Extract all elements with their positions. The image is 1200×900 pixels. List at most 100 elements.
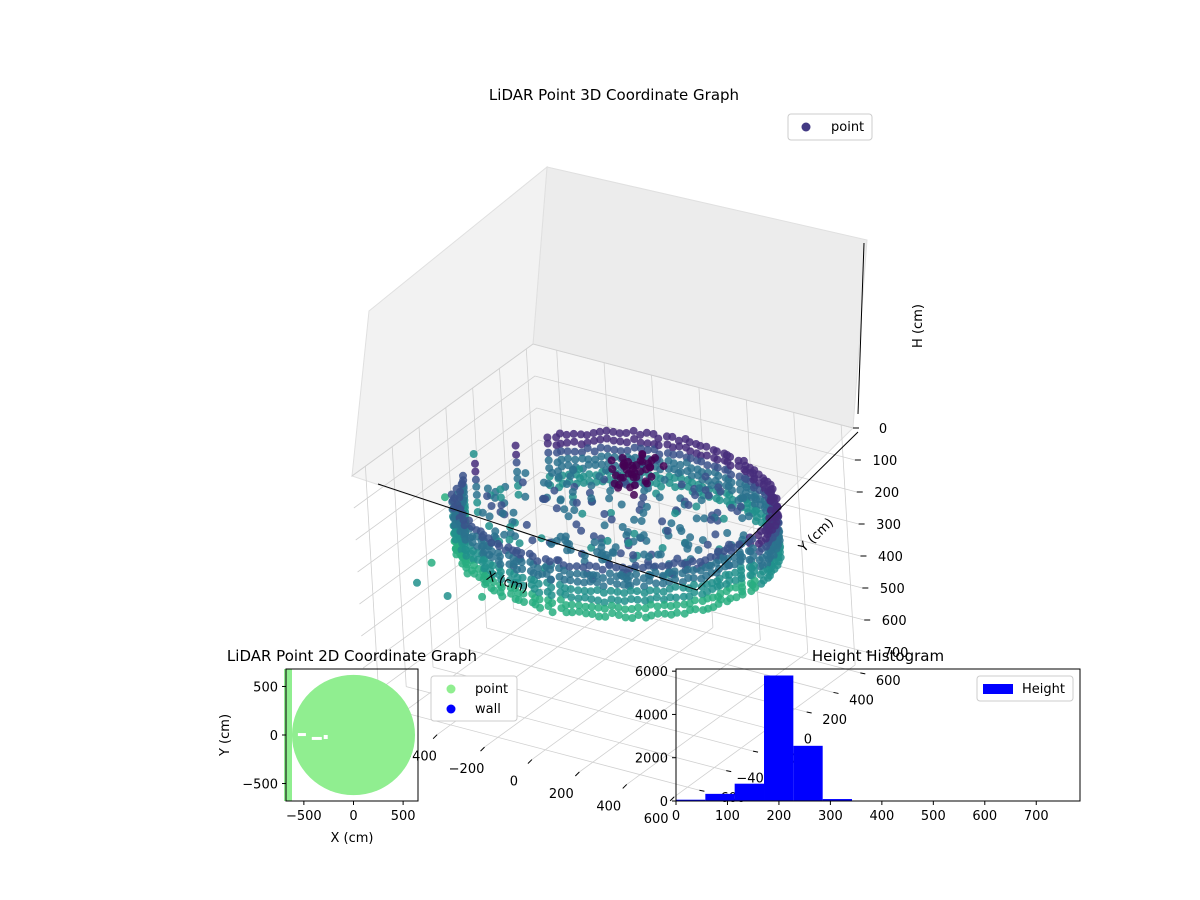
point-3d [521, 492, 530, 501]
point-3d [521, 469, 530, 478]
point-3d [535, 588, 544, 597]
point-3d [580, 578, 589, 587]
point-3d [548, 599, 557, 607]
point-3d [609, 548, 618, 557]
point-3d [653, 602, 662, 611]
point-3d [659, 462, 668, 471]
point-3d [587, 602, 596, 611]
point-3d [722, 587, 731, 596]
point-3d [731, 583, 740, 592]
point-3d [461, 535, 470, 544]
legend-hist-swatch [983, 684, 1013, 694]
point-3d [514, 490, 523, 499]
point-3d [640, 582, 649, 591]
point-3d [489, 577, 498, 586]
x-tick-3d [622, 784, 628, 789]
point-3d [590, 538, 599, 547]
point-3d [697, 496, 706, 505]
point-3d [658, 544, 667, 552]
point-3d [572, 498, 581, 507]
point-3d [642, 502, 651, 511]
point-3d [586, 577, 595, 586]
point-3d [556, 496, 565, 505]
point-3d [479, 549, 488, 558]
grid-line-x-back [793, 412, 809, 653]
point-3d [615, 480, 623, 489]
grid-line-y-floor [486, 627, 807, 713]
point-3d [644, 552, 653, 561]
point-3d [639, 563, 647, 572]
point-3d [497, 583, 506, 592]
point-3d [613, 580, 622, 589]
point-3d [574, 586, 583, 595]
point-3d [668, 443, 677, 452]
point-3d [675, 442, 684, 451]
point-3d [518, 565, 527, 573]
point-3d [667, 610, 676, 619]
point-3d [566, 472, 575, 481]
point-3d [721, 571, 730, 579]
point-3d [460, 521, 469, 530]
point-3d [512, 458, 521, 467]
point-3d [497, 501, 506, 510]
point-3d [672, 593, 681, 602]
point-3d [756, 570, 765, 579]
point-3d [676, 524, 684, 532]
point-3d [606, 586, 615, 595]
point-3d [478, 542, 487, 551]
point-3d [683, 544, 692, 553]
point-3d [607, 456, 616, 465]
point-3d [506, 523, 515, 532]
point-3d [461, 529, 470, 538]
point-3d [462, 560, 471, 569]
z-tick-label-3d: 0 [879, 422, 887, 437]
point-3d [680, 609, 689, 618]
point-3d [622, 438, 631, 447]
z-tick-label-3d: 700 [884, 646, 909, 661]
point-3d [671, 509, 680, 518]
point-3d [713, 455, 722, 464]
chart3d-title: LiDAR Point 3D Coordinate Graph [489, 86, 739, 104]
grid-line-x-back [840, 424, 856, 665]
x-tick-label-3d: 0 [510, 775, 518, 790]
point-3d [626, 483, 635, 492]
y-tick-label-3d: 400 [849, 693, 874, 708]
point-3d [666, 593, 675, 602]
point-3d [632, 570, 641, 579]
point-3d [665, 584, 674, 593]
grid-line-y-floor [459, 647, 780, 732]
point-3d [483, 484, 492, 493]
point-3d [498, 592, 507, 601]
point-3d [614, 596, 622, 605]
legend-2d-wall-label: wall [475, 702, 501, 717]
point-3d [495, 542, 504, 551]
point-3d [646, 463, 654, 472]
point-3d [699, 606, 708, 615]
y-tick-label-3d: −400 [736, 772, 772, 787]
point-3d [594, 603, 603, 612]
point-3d [535, 595, 544, 604]
point-3d [622, 429, 631, 437]
point-3d [630, 443, 639, 452]
grid-line-x-floor [389, 589, 571, 723]
point-3d [567, 593, 576, 602]
x-tick-3d [669, 796, 675, 802]
point-3d [631, 561, 640, 570]
z-axis-line-3d [857, 242, 865, 415]
point-3d [757, 579, 766, 588]
point-3d [517, 558, 526, 567]
histogram-bar [793, 745, 823, 801]
point-3d [744, 512, 753, 521]
point-3d [755, 547, 764, 556]
point-3d [678, 569, 687, 578]
point-3d [560, 575, 569, 584]
point-3d [677, 559, 686, 568]
point-gap-2d [311, 736, 322, 740]
point-3d [487, 502, 496, 510]
point-3d [491, 493, 500, 502]
y-tick-label-hist: 0 [660, 795, 668, 810]
point-3d [620, 597, 629, 605]
point-3d [547, 583, 556, 592]
point-3d [487, 547, 496, 556]
